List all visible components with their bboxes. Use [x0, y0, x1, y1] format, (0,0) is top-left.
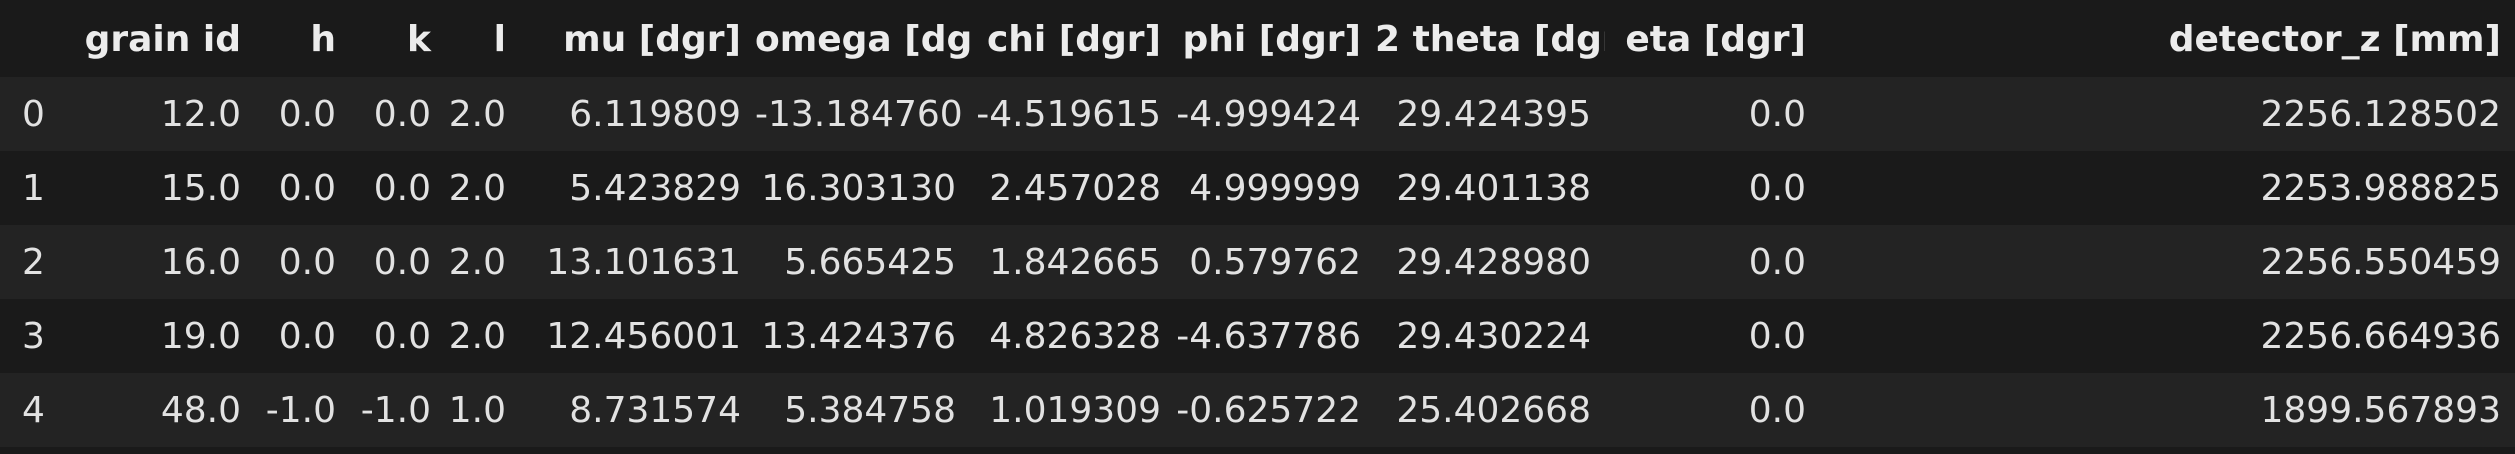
cell-phi: -0.625722: [1176, 389, 1361, 431]
cell-phi: 0.579762: [1189, 241, 1361, 283]
row-index: 4: [22, 389, 45, 431]
cell-h: 0.0: [278, 315, 336, 357]
table-row: 4 48.0 -1.0 -1.0 1.0 8.731574 5.384758 1…: [0, 373, 2515, 447]
cell-k: 0.0: [373, 241, 431, 283]
cell-omega: 16.303130: [761, 167, 956, 209]
cell-grain-id: 19.0: [160, 315, 241, 357]
cell-l: 2.0: [448, 241, 506, 283]
column-header-h: h: [310, 19, 336, 60]
column-header-chi: chi [dgr]: [986, 19, 1161, 60]
cell-eta: 0.0: [1748, 241, 1806, 283]
cell-eta: 0.0: [1748, 315, 1806, 357]
cell-2-theta: 29.401138: [1396, 167, 1591, 209]
cell-2-theta: 25.402668: [1396, 389, 1591, 431]
cell-chi: 1.842665: [989, 241, 1161, 283]
column-header-detector-z: detector_z [mm]: [2168, 19, 2501, 60]
row-index: 2: [22, 241, 45, 283]
cell-l: 1.0: [448, 389, 506, 431]
column-header-mu: mu [dgr]: [563, 19, 741, 60]
cell-2-theta: 29.430224: [1396, 315, 1591, 357]
index-header: [0, 2, 70, 77]
cell-h: 0.0: [278, 93, 336, 135]
cell-omega: 5.665425: [784, 241, 956, 283]
column-header-grain-id: grain id: [84, 19, 241, 60]
cell-h: 0.0: [278, 241, 336, 283]
header-row: grain id h k l mu [dgr] omega [dgr] chi …: [0, 2, 2515, 77]
column-header-phi: phi [dgr]: [1182, 19, 1361, 60]
cell-k: 0.0: [373, 315, 431, 357]
cell-2-theta: 29.424395: [1396, 93, 1591, 135]
cell-phi: -4.999424: [1176, 93, 1361, 135]
cell-chi: 4.826328: [989, 315, 1161, 357]
table-row: 3 19.0 0.0 0.0 2.0 12.456001 13.424376 4…: [0, 299, 2515, 373]
cell-2-theta: 29.428980: [1396, 241, 1591, 283]
cell-eta: 0.0: [1748, 93, 1806, 135]
cell-mu: 13.101631: [546, 241, 741, 283]
cell-k: 0.0: [373, 167, 431, 209]
cell-h: 0.0: [278, 167, 336, 209]
cell-l: 2.0: [448, 315, 506, 357]
column-header-omega: omega [dgr]: [755, 19, 970, 60]
cell-omega: 5.384758: [784, 389, 956, 431]
cell-mu: 6.119809: [569, 93, 741, 135]
row-index: 0: [22, 93, 45, 135]
cell-mu: 8.731574: [569, 389, 741, 431]
cell-mu: 12.456001: [546, 315, 741, 357]
cell-mu: 5.423829: [569, 167, 741, 209]
cell-detector-z: 2256.550459: [2260, 241, 2502, 283]
cell-eta: 0.0: [1748, 389, 1806, 431]
cell-phi: 4.999999: [1189, 167, 1361, 209]
cell-detector-z: 2256.128502: [2260, 93, 2502, 135]
cell-grain-id: 48.0: [160, 389, 241, 431]
cell-phi: -4.637786: [1176, 315, 1361, 357]
column-header-2-theta: 2 theta [dgr]: [1375, 19, 1605, 60]
cell-chi: -4.519615: [976, 93, 1161, 135]
cell-eta: 0.0: [1748, 167, 1806, 209]
column-header-eta: eta [dgr]: [1625, 19, 1806, 60]
cell-l: 2.0: [448, 93, 506, 135]
cell-chi: 1.019309: [989, 389, 1161, 431]
cell-omega: 13.424376: [761, 315, 956, 357]
cell-k: -1.0: [360, 389, 431, 431]
column-header-l: l: [493, 19, 506, 60]
cell-detector-z: 2253.988825: [2260, 167, 2502, 209]
row-index: 3: [22, 315, 45, 357]
cell-chi: 2.457028: [989, 167, 1161, 209]
row-index: 1: [22, 167, 45, 209]
cell-l: 2.0: [448, 167, 506, 209]
cell-k: 0.0: [373, 93, 431, 135]
cell-detector-z: 1899.567893: [2260, 389, 2502, 431]
table-row: 0 12.0 0.0 0.0 2.0 6.119809 -13.184760 -…: [0, 77, 2515, 151]
table-row: 2 16.0 0.0 0.0 2.0 13.101631 5.665425 1.…: [0, 225, 2515, 299]
table-row: 1 15.0 0.0 0.0 2.0 5.423829 16.303130 2.…: [0, 151, 2515, 225]
cell-grain-id: 15.0: [160, 167, 241, 209]
cell-grain-id: 16.0: [160, 241, 241, 283]
cell-h: -1.0: [265, 389, 336, 431]
cell-grain-id: 12.0: [160, 93, 241, 135]
cell-detector-z: 2256.664936: [2260, 315, 2502, 357]
cell-omega: -13.184760: [755, 93, 963, 135]
column-header-k: k: [407, 19, 431, 60]
